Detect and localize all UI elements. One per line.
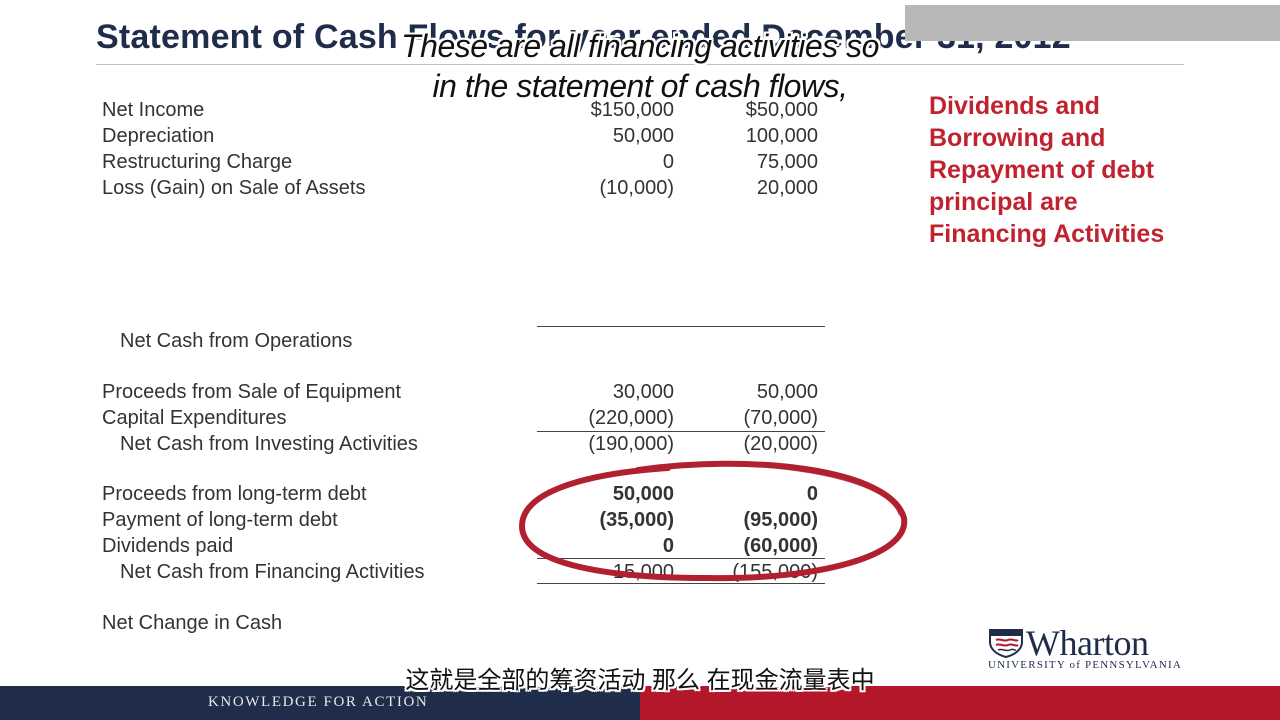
callout-line: Repayment of debt — [929, 156, 1155, 184]
row-value-2012: (190,000) — [588, 433, 674, 455]
row-value-2011: 0 — [806, 483, 818, 505]
row-value-2011: 50,000 — [756, 381, 818, 403]
callout-line: Borrowing and — [929, 124, 1106, 152]
row-label-capex: Capital Expenditures — [102, 407, 287, 429]
logo-wordmark: Wharton — [1026, 623, 1149, 663]
row-value-2011: 20,000 — [756, 177, 818, 199]
wharton-logo: Wharton UNIVERSITY of PENNSYLVANIA — [988, 623, 1198, 674]
highlight-ellipse — [518, 460, 908, 582]
row-label-net-cash-operations: Net Cash from Operations — [120, 330, 353, 352]
row-value-2012: 15,000 — [612, 561, 674, 583]
row-label-payment-debt: Payment of long-term debt — [102, 509, 338, 531]
row-label-net-cash-financing: Net Cash from Financing Activities — [120, 561, 425, 583]
row-label-dividends: Dividends paid — [102, 535, 234, 557]
total-rule — [537, 583, 825, 584]
callout-text: Dividends and Borrowing and Repayment of… — [929, 90, 1229, 250]
row-value-2011: (20,000) — [743, 433, 819, 455]
row-value-2011: (95,000) — [743, 509, 819, 531]
chinese-subtitle: 这就是全部的筹资活动 那么 在现金流量表中 — [405, 667, 875, 694]
shield-icon — [989, 629, 1023, 658]
subtotal-rule — [537, 431, 825, 432]
row-value-2011: $50,000 — [745, 99, 818, 121]
footer-navy-bar — [0, 686, 640, 720]
row-value-2012: $150,000 — [590, 99, 674, 121]
footer-tagline: KNOWLEDGE FOR ACTION — [208, 694, 429, 710]
row-label-net-change-cash: Net Change in Cash — [102, 612, 283, 634]
row-label-depreciation: Depreciation — [102, 125, 215, 147]
callout-line: Dividends and — [929, 92, 1100, 120]
row-value-2012: 30,000 — [612, 381, 674, 403]
row-value-2011: (60,000) — [743, 535, 819, 557]
row-value-2012: 50,000 — [612, 483, 674, 505]
callout-line: Financing Activities — [929, 220, 1165, 248]
row-label-proceeds-debt: Proceeds from long-term debt — [102, 483, 367, 505]
overlay-box — [905, 5, 1280, 41]
subtotal-rule — [537, 558, 825, 559]
row-value-2011: (155,000) — [732, 561, 818, 583]
row-value-2011: 75,000 — [756, 151, 818, 173]
row-value-2012: 50,000 — [612, 125, 674, 147]
title-divider — [96, 64, 1184, 65]
row-label-net-cash-investing: Net Cash from Investing Activities — [120, 433, 418, 455]
row-label-sale-of-equipment: Proceeds from Sale of Equipment — [102, 381, 402, 403]
row-label-net-income: Net Income — [102, 99, 205, 121]
callout-line: principal are — [929, 188, 1078, 216]
row-label-restructuring: Restructuring Charge — [102, 151, 293, 173]
english-subtitle-line-1: These are all financing activities so — [401, 28, 879, 64]
row-value-2012: (10,000) — [599, 177, 675, 199]
footer-red-bar — [640, 686, 1280, 720]
row-value-2012: (35,000) — [599, 509, 675, 531]
row-value-2011: (70,000) — [743, 407, 819, 429]
logo-subtitle: UNIVERSITY of PENNSYLVANIA — [988, 659, 1182, 671]
row-value-2012: (220,000) — [588, 407, 674, 429]
row-label-loss-gain: Loss (Gain) on Sale of Assets — [102, 177, 366, 199]
row-value-2012: 0 — [662, 535, 674, 557]
row-value-2012: 0 — [662, 151, 674, 173]
row-value-2011: 100,000 — [745, 125, 818, 147]
subtotal-rule — [537, 326, 825, 327]
english-subtitle-line-2: in the statement of cash flows, — [432, 68, 848, 104]
